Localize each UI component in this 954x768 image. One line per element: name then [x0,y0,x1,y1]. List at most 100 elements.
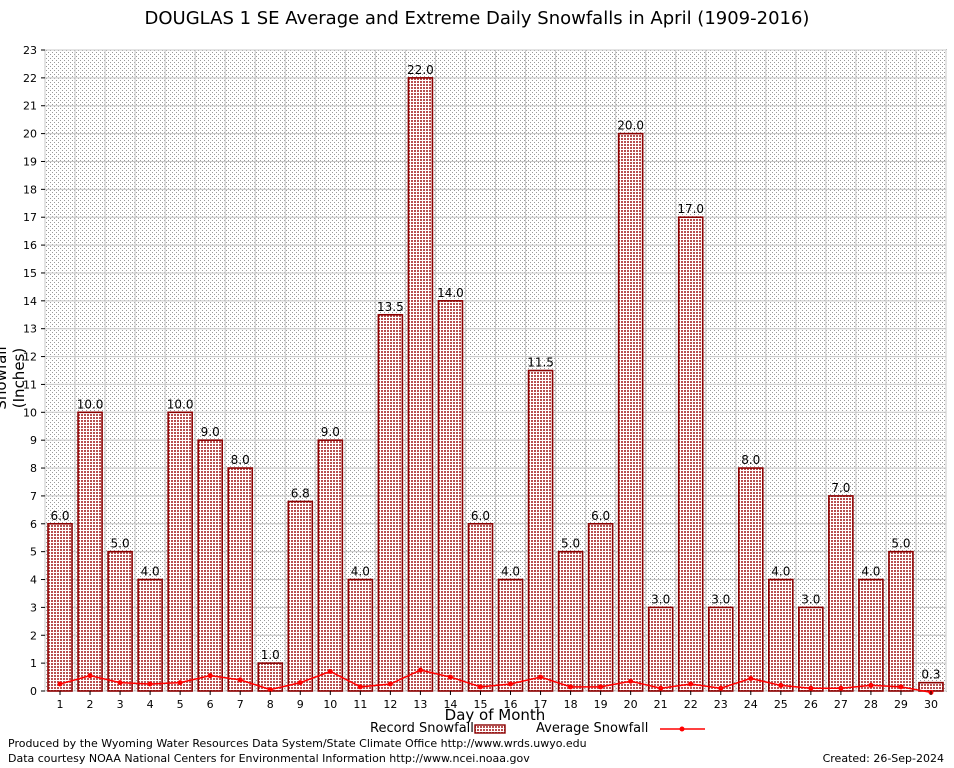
bar-value-label: 5.0 [891,537,910,551]
average-point [417,667,423,673]
bar-value-label: 13.5 [377,300,404,314]
average-point [237,677,243,683]
y-tick-label: 15 [23,267,37,280]
bar-value-label: 3.0 [651,592,670,606]
x-tick-label: 6 [207,698,214,711]
y-tick-label: 1 [30,657,37,670]
y-tick-label: 14 [23,295,37,308]
legend-average-label: Average Snowfall [536,721,649,736]
average-point [477,684,483,690]
bar-value-label: 22.0 [407,63,434,77]
bar-value-label: 20.0 [617,119,644,133]
bar-value-label: 1.0 [261,648,280,662]
average-point [447,674,453,680]
bar-record-day-27 [828,495,854,692]
bar-record-day-9 [287,500,314,692]
bar-value-label: 4.0 [501,565,520,579]
bar-value-label: 5.0 [111,537,130,551]
y-tick-label: 13 [23,323,37,336]
y-tick-label: 6 [30,518,37,531]
x-tick-label: 22 [684,698,698,711]
bar-value-label: 6.0 [471,509,490,523]
x-tick-label: 18 [564,698,578,711]
average-point [297,680,303,686]
bar-value-label: 10.0 [77,397,104,411]
x-tick-label: 3 [117,698,124,711]
average-point [147,681,153,687]
average-point [387,681,393,687]
bar-value-label: 4.0 [351,565,370,579]
x-tick-label: 4 [147,698,154,711]
y-tick-label: 11 [23,378,37,391]
y-tick-label: 7 [30,490,37,503]
average-snowfall-line [59,669,932,694]
legend-record-label: Record Snowfall [370,721,474,736]
bar-record-day-6 [197,439,223,692]
bar-record-day-16 [497,578,524,692]
bar-record-day-18 [557,550,584,692]
x-tick-label: 29 [894,698,908,711]
bar-record-day-13 [407,77,434,692]
legend-average-marker [679,726,685,732]
bar-record-day-29 [888,550,914,692]
bar-record-day-5 [167,411,193,692]
bar-record-day-11 [347,578,374,692]
x-tick-label: 11 [353,698,367,711]
x-tick-label: 1 [57,698,64,711]
average-point [868,682,874,688]
average-point [688,681,694,687]
bar-record-day-14 [437,300,464,692]
bar-value-label: 7.0 [831,481,850,495]
y-tick-label: 3 [30,601,37,614]
average-point [87,673,93,679]
bars-group [47,77,944,692]
average-point [598,684,604,690]
average-point [177,680,183,686]
average-line-group [57,667,934,695]
bar-value-label: 8.0 [741,453,760,467]
y-tick-label: 5 [30,546,37,559]
y-tick-label: 17 [23,211,37,224]
bar-value-label: 4.0 [861,565,880,579]
bar-record-day-28 [858,578,884,692]
bar-value-label: 4.0 [141,565,160,579]
x-tick-label: 8 [267,698,274,711]
bar-record-day-1 [47,522,73,692]
bar-value-label: 4.0 [771,565,790,579]
footer-data-credit: Data courtesy NOAA National Centers for … [8,752,530,765]
y-tick-label: 12 [23,351,37,364]
average-point [628,678,634,684]
legend-swatches [474,724,705,734]
x-tick-label: 27 [834,698,848,711]
legend-record-swatch [474,724,506,734]
bar-labels-group: 6.0 10.0 5.0 4.0 10.0 9.0 8.0 1.0 6.8 9.0 4.0 13.5 2… [50,63,940,682]
bar-value-label: 11.5 [527,356,554,370]
bar-value-label: 6.0 [50,509,69,523]
x-tick-label: 12 [383,698,397,711]
bar-value-label: 9.0 [201,425,220,439]
bar-record-day-12 [377,313,404,692]
bar-record-day-7 [227,467,254,692]
footer-producer: Produced by the Wyoming Water Resources … [8,737,587,750]
bar-value-label: 6.8 [291,486,310,500]
average-point [538,674,544,680]
x-tick-label: 16 [504,698,518,711]
y-tick-label: 20 [23,128,37,141]
y-tick-label: 23 [23,44,37,57]
average-point [898,684,904,690]
bar-record-day-20 [617,132,644,692]
average-point [778,682,784,688]
bar-record-day-19 [587,522,614,692]
x-tick-label: 2 [87,698,94,711]
bar-value-label: 9.0 [321,425,340,439]
x-ticks-group: 1 2 3 4 5 6 7 8 9 10 11 12 13 14 15 16 17 18 19 20 21 22 23 24 2… [57,691,938,711]
x-tick-label: 17 [534,698,548,711]
y-tick-label: 19 [23,155,37,168]
average-point [267,687,273,693]
average-point [357,684,363,690]
bar-record-day-24 [737,467,764,692]
y-tick-label: 2 [30,629,37,642]
x-tick-label: 20 [624,698,638,711]
x-tick-label: 25 [774,698,788,711]
